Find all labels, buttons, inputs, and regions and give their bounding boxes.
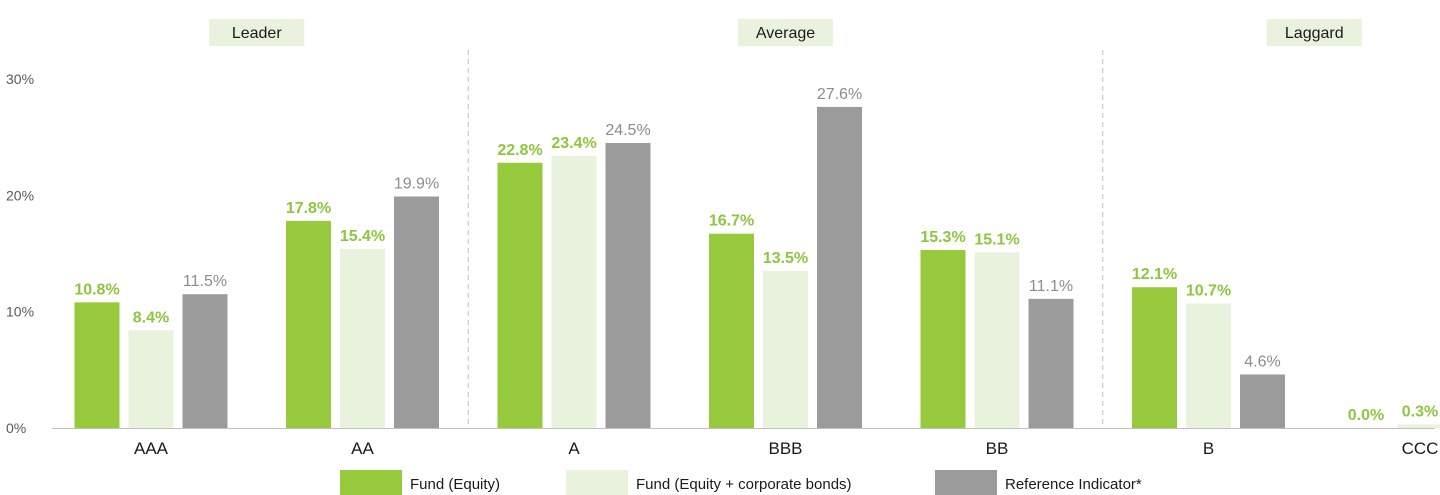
data-label: 10.8% [74, 281, 119, 298]
bar [394, 196, 439, 428]
legend-label: Fund (Equity + corporate bonds) [636, 476, 852, 493]
y-tick-label: 0% [6, 420, 26, 436]
bar [974, 252, 1020, 428]
data-label: 24.5% [605, 122, 650, 139]
x-tick-label: B [1203, 439, 1214, 458]
data-label: 27.6% [817, 86, 862, 103]
data-label: 16.7% [709, 213, 754, 230]
group-label-box [738, 19, 833, 46]
data-label: 17.8% [286, 200, 331, 217]
group-dividers [467, 50, 1104, 428]
data-label: 13.5% [763, 250, 808, 267]
bar [182, 294, 228, 428]
bar [551, 155, 597, 428]
data-label: 19.9% [394, 175, 439, 192]
group-label-box [1266, 19, 1362, 46]
legend-label: Fund (Equity) [410, 476, 500, 493]
y-tick-label: 20% [6, 187, 34, 203]
data-label: 15.1% [974, 231, 1019, 248]
data-label: 12.1% [1132, 266, 1177, 283]
bar [1397, 424, 1440, 428]
x-tick-label: AA [351, 439, 374, 458]
bar [1186, 303, 1231, 428]
data-label: 10.7% [1186, 283, 1231, 300]
x-tick-label: A [568, 439, 580, 458]
bar [340, 248, 385, 428]
data-label: 11.1% [1029, 278, 1073, 295]
bars [74, 106, 1440, 429]
group-headers: Leader Average Laggard [209, 19, 1362, 46]
data-label: 15.4% [340, 228, 385, 245]
bar [128, 330, 174, 428]
bar [286, 220, 331, 428]
x-tick-label: BB [986, 439, 1009, 458]
y-tick-label: 10% [6, 304, 34, 320]
group-label-box [209, 19, 305, 46]
group-label: Average [756, 25, 815, 42]
legend-swatch [935, 470, 997, 495]
legend-swatch [566, 470, 628, 495]
x-tick-label: CCC [1402, 439, 1439, 458]
legend: Fund (Equity) Fund (Equity + corporate bo… [340, 470, 1142, 495]
data-label: 11.5% [183, 273, 227, 290]
bar [1028, 298, 1074, 428]
group-label: Laggard [1285, 25, 1344, 42]
data-label: 0.0% [1348, 407, 1384, 424]
data-label: 8.4% [133, 309, 169, 326]
data-label: 0.3% [1402, 404, 1438, 421]
y-tick-label: 30% [6, 71, 34, 87]
data-label: 22.8% [497, 142, 542, 159]
legend-label: Reference Indicator* [1005, 476, 1142, 493]
data-label: 23.4% [551, 135, 596, 152]
legend-swatch [340, 470, 402, 495]
bar [709, 233, 754, 428]
bar [1240, 374, 1285, 428]
group-label: Leader [232, 25, 282, 42]
bar [74, 302, 120, 428]
data-label: 15.3% [920, 229, 965, 246]
value-labels: 10.8% 17.8% 22.8% 16.7% 15.3% 12.1% 0.0% 8.4% 15… [74, 86, 1438, 424]
x-tick-label: BBB [768, 439, 802, 458]
bar [920, 250, 966, 428]
data-label: 4.6% [1244, 353, 1280, 370]
bar [605, 142, 651, 428]
bar [817, 106, 862, 429]
y-axis: 0% 10% 20% 30% [6, 71, 34, 436]
bar [763, 270, 808, 428]
bar [1132, 287, 1177, 428]
x-axis: AAA AA A BBB BB B CCC [52, 428, 1439, 458]
x-tick-label: AAA [134, 439, 169, 458]
bar [497, 162, 543, 428]
